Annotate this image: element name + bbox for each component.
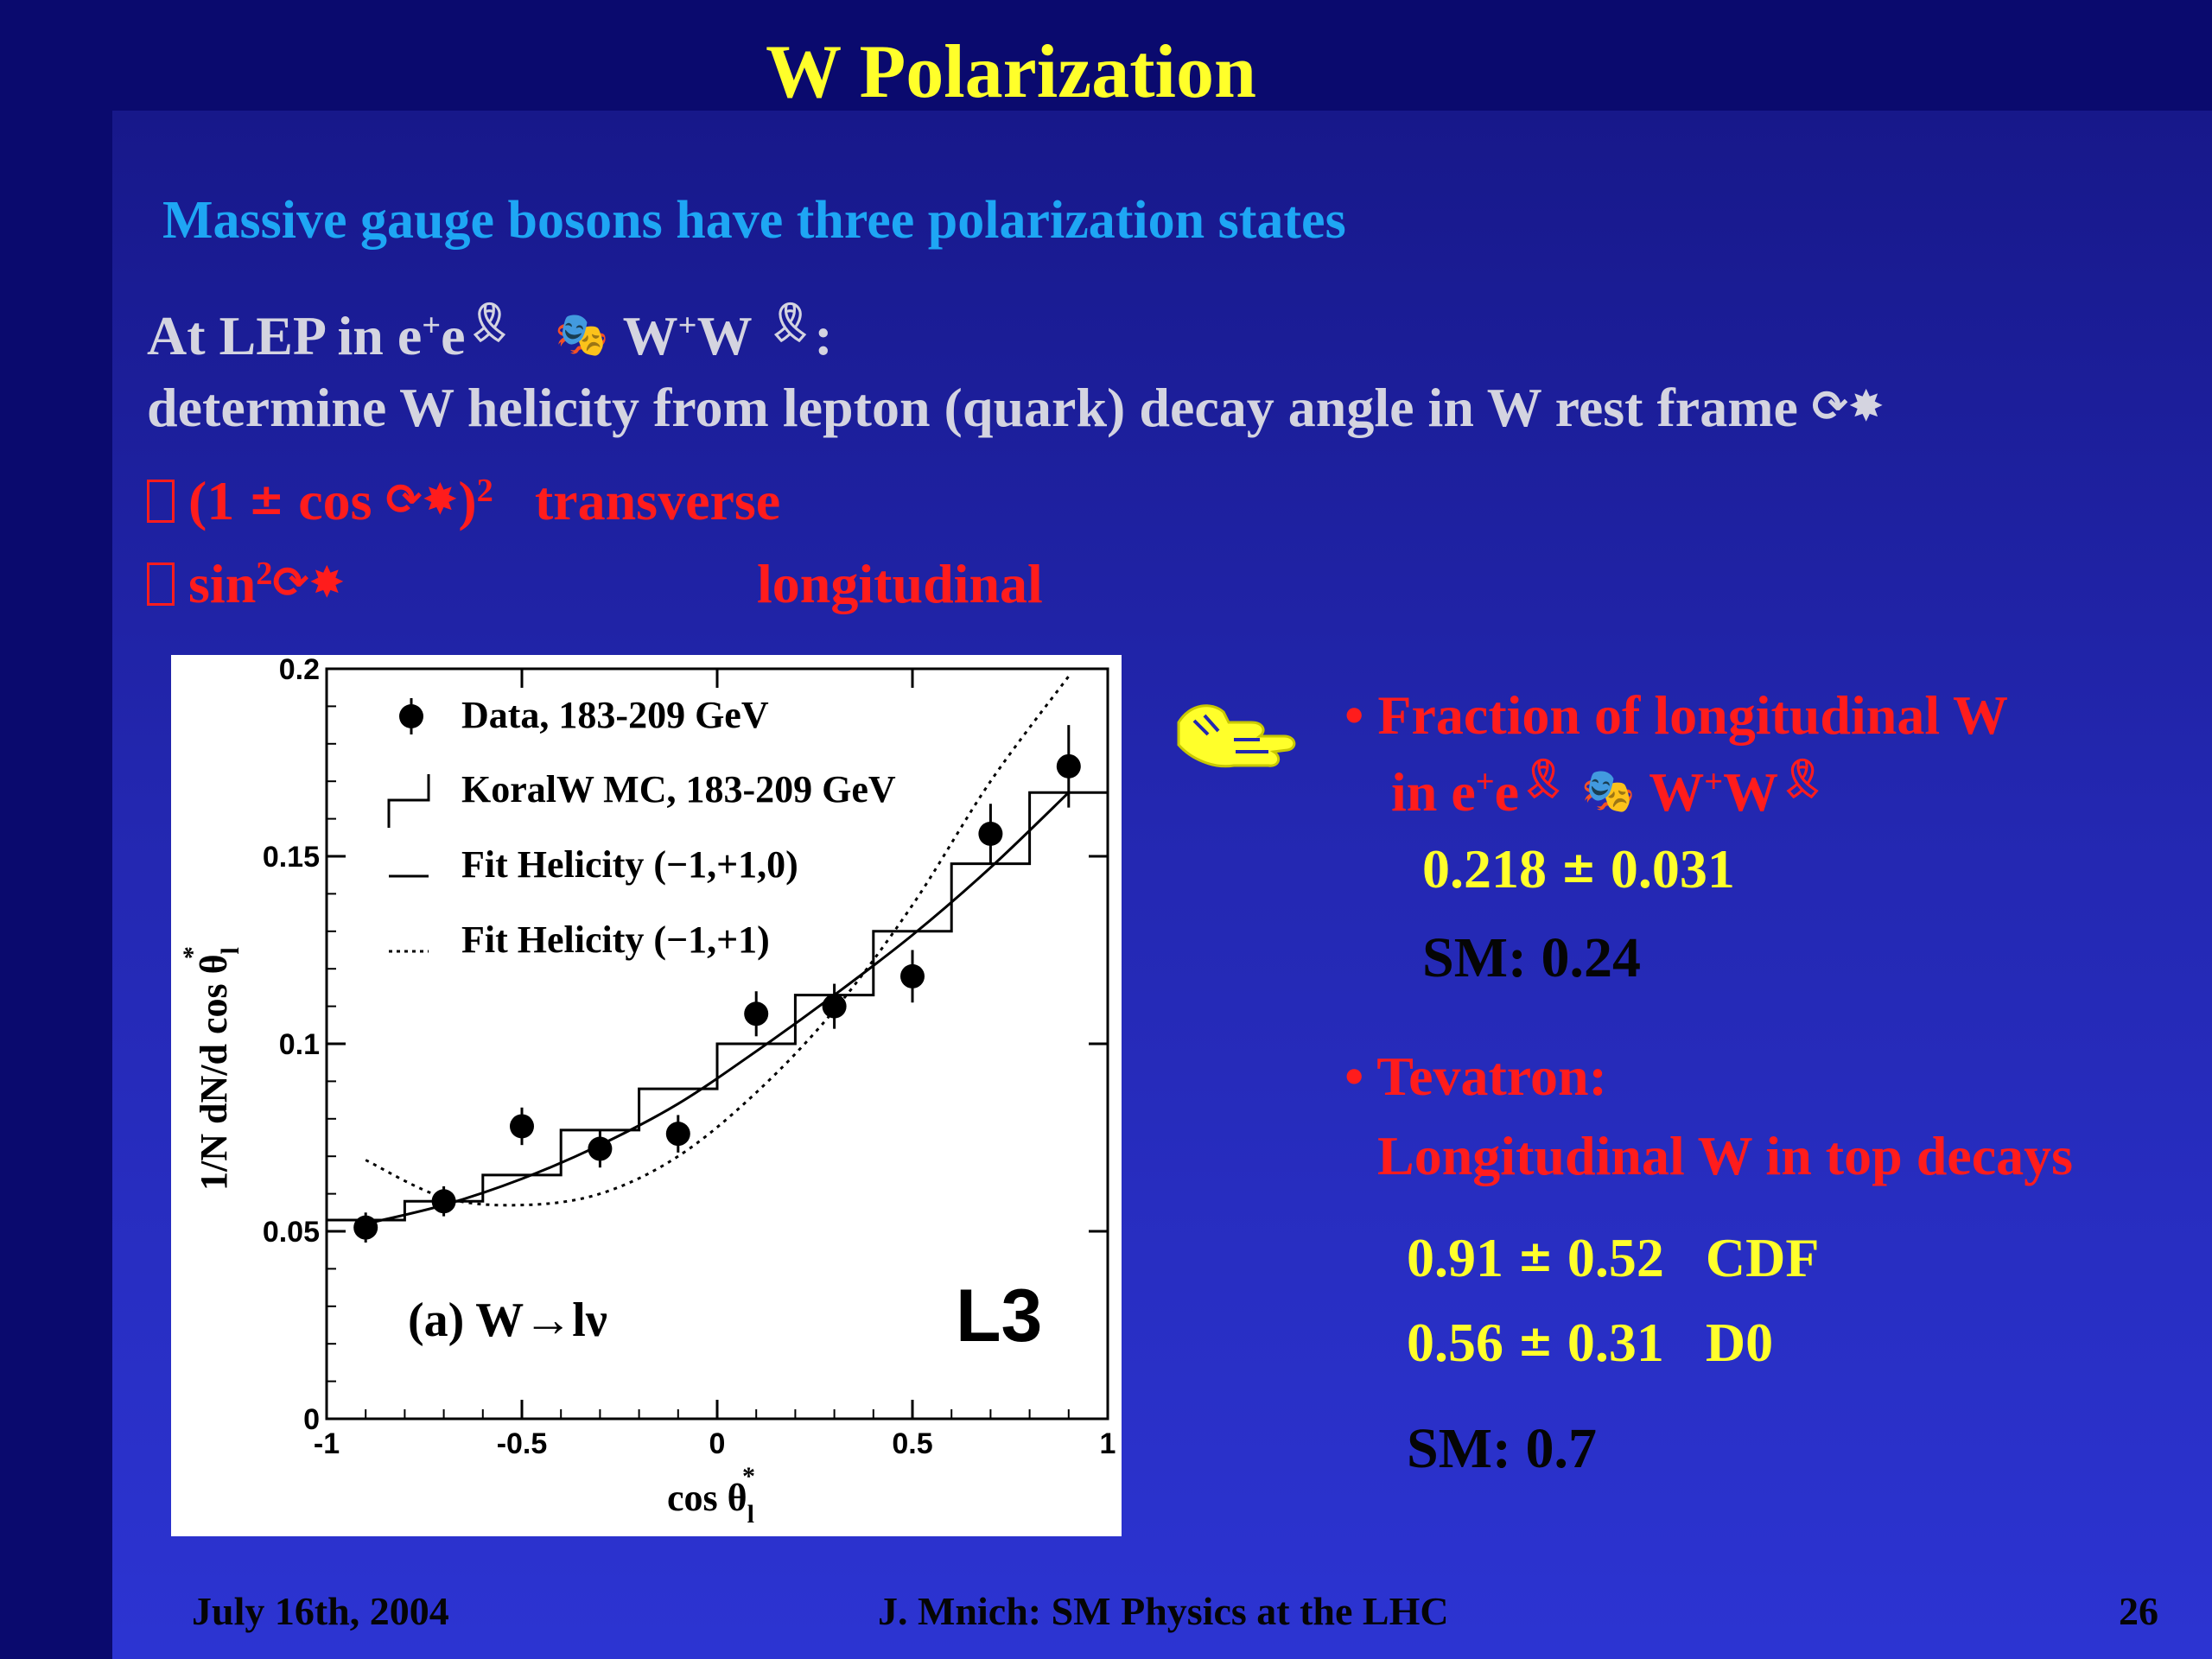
arrow-glyph-icon: 🎭 xyxy=(555,309,609,359)
subtitle: Massive gauge bosons have three polariza… xyxy=(162,191,1346,250)
d0-value-line: 0.56 ± 0.31 D0 xyxy=(1407,1315,1773,1370)
data-point xyxy=(510,1114,534,1139)
chart-panel: -1 -0.5 0 0.5 1 0 0.05 0.1 0.15 0.2 Data, 183-209… xyxy=(171,653,1122,1536)
fraction-w-plus: + xyxy=(1704,763,1724,800)
y-tick-label: 0.1 xyxy=(279,1028,320,1061)
ribbon-icon: 🎗 xyxy=(465,301,514,345)
lep-w: W xyxy=(622,305,678,366)
lep-w-plus: + xyxy=(677,307,697,344)
fraction-e: e xyxy=(1494,761,1520,823)
plus-minus-glyph: ± xyxy=(1517,1231,1554,1281)
longitudinal-sup: 2 xyxy=(256,555,273,592)
determine-line: determine W helicity from lepton (quark)… xyxy=(147,380,1885,435)
cdf-error: 0.52 xyxy=(1567,1227,1664,1288)
plus-minus-glyph: ± xyxy=(1517,1316,1554,1366)
plus-minus-glyph: ± xyxy=(248,474,285,524)
longitudinal-line: sin2⟳✸ xyxy=(147,556,345,612)
data-point xyxy=(431,1189,456,1214)
legend-fit-dotted-label: Fit Helicity (−1,+1) xyxy=(461,918,770,961)
theta-star-icon: ⟳✸ xyxy=(1811,381,1885,431)
longitudinal-label: longitudinal xyxy=(757,553,1043,614)
transverse-formula-a: (1 xyxy=(188,470,235,531)
y-tick-label: 0.2 xyxy=(279,655,320,686)
footer-date: July 16th, 2004 xyxy=(192,1589,449,1633)
tevatron-sm-value: SM: 0.7 xyxy=(1407,1417,1597,1480)
legend: Data, 183-209 GeV KoralW MC, 183-209 GeV… xyxy=(387,694,896,961)
lep-value: 0.218 xyxy=(1422,838,1547,899)
fraction-e-plus: + xyxy=(1475,763,1495,800)
lep-fraction-value: 0.218 ± 0.031 xyxy=(1422,842,1735,897)
legend-data-marker xyxy=(399,704,423,728)
legend-fit-solid-label: Fit Helicity (−1,+1,0) xyxy=(461,843,798,886)
ribbon-icon: 🎗 xyxy=(1519,757,1567,801)
legend-mc-label: KoralW MC, 183-209 GeV xyxy=(461,768,896,810)
lep-line-prefix: At LEP in e xyxy=(147,305,423,366)
tevatron-description: Longitudinal W in top decays xyxy=(1377,1125,2073,1186)
polarization-chart: -1 -0.5 0 0.5 1 0 0.05 0.1 0.15 0.2 Data, 183-209… xyxy=(178,653,1116,1529)
lep-e-plus: + xyxy=(422,307,442,344)
bullet-fraction-line1: • Fraction of longitudinal W xyxy=(1344,684,2008,746)
slide-title: W Polarization xyxy=(766,30,1256,114)
lep-sm-value: SM: 0.24 xyxy=(1422,926,1641,989)
transverse-line: (1 ± cos ⟳✸)2 transverse xyxy=(147,474,780,529)
transverse-formula-c: ) xyxy=(458,470,477,531)
arrow-glyph-icon: 🎭 xyxy=(1580,766,1636,816)
data-point xyxy=(665,1122,690,1147)
pointing-hand-icon xyxy=(1177,704,1296,768)
d0-error: 0.31 xyxy=(1567,1312,1664,1373)
cdf-value: 0.91 xyxy=(1407,1227,1503,1288)
fraction-w: W xyxy=(1649,761,1705,823)
data-point xyxy=(1056,753,1081,779)
fit-curve-solid xyxy=(365,791,1070,1225)
d0-value: 0.56 xyxy=(1407,1312,1503,1373)
theta-star-icon: ⟳✸ xyxy=(272,557,346,607)
bullet-tevatron: • Tevatron: xyxy=(1344,1046,1607,1107)
determine-text: determine W helicity from lepton (quark)… xyxy=(147,377,1798,438)
cdf-value-line: 0.91 ± 0.52 CDF xyxy=(1407,1230,1819,1286)
lep-line: At LEP in e+e🎗 🎭 W+W 🎗: xyxy=(147,304,833,364)
data-point xyxy=(744,1001,769,1027)
data-point xyxy=(900,963,925,988)
theta-star-icon: ⟳✸ xyxy=(385,474,459,524)
bullet-box-icon xyxy=(147,480,175,523)
x-tick-label: -1 xyxy=(314,1427,340,1460)
x-tick-label: 0 xyxy=(709,1427,726,1460)
bullet-box-icon xyxy=(147,563,175,606)
ribbon-icon: 🎗 xyxy=(1778,757,1827,801)
chart-annotation-channel: (a) W→lν xyxy=(408,1294,607,1347)
lep-w2: W xyxy=(696,305,753,366)
data-point xyxy=(822,994,847,1019)
lep-suffix: : xyxy=(814,305,833,366)
lep-e: e xyxy=(441,305,466,366)
data-point xyxy=(588,1136,613,1161)
bullet-fraction-line2: in e+e🎗 🎭 W+W🎗 xyxy=(1391,760,1827,820)
mc-step-histogram xyxy=(327,791,1108,1222)
y-tick-label: 0 xyxy=(303,1403,320,1436)
x-tick-label: 0.5 xyxy=(892,1427,932,1460)
footer-center: J. Mnich: SM Physics at the LHC xyxy=(878,1589,1449,1633)
lep-error: 0.031 xyxy=(1610,838,1735,899)
ribbon-icon: 🎗 xyxy=(766,301,815,345)
footer-page-number: 26 xyxy=(2119,1589,2158,1633)
x-tick-label: 1 xyxy=(1100,1427,1116,1460)
d0-label: D0 xyxy=(1705,1312,1774,1373)
data-point xyxy=(978,821,1003,846)
data-point xyxy=(353,1215,378,1240)
transverse-formula-b: cos xyxy=(298,470,372,531)
transverse-sup: 2 xyxy=(476,472,493,509)
fraction-w2: W xyxy=(1723,761,1779,823)
legend-mc-marker xyxy=(387,774,430,828)
chart-annotation-l3: L3 xyxy=(956,1274,1042,1357)
plus-minus-glyph: ± xyxy=(1560,842,1597,893)
y-tick-label: 0.15 xyxy=(263,841,320,874)
legend-data-label: Data, 183-209 GeV xyxy=(461,694,769,736)
cdf-label: CDF xyxy=(1705,1227,1820,1288)
x-axis-label: cos θl* xyxy=(667,1462,755,1529)
x-tick-label: -0.5 xyxy=(497,1427,548,1460)
y-tick-label: 0.05 xyxy=(263,1216,320,1249)
fraction-in-e: in e xyxy=(1391,761,1476,823)
y-axis-label: 1/N dN/d cos θl* xyxy=(178,946,245,1191)
transverse-label: transverse xyxy=(534,470,781,531)
longitudinal-formula: sin xyxy=(188,553,257,614)
